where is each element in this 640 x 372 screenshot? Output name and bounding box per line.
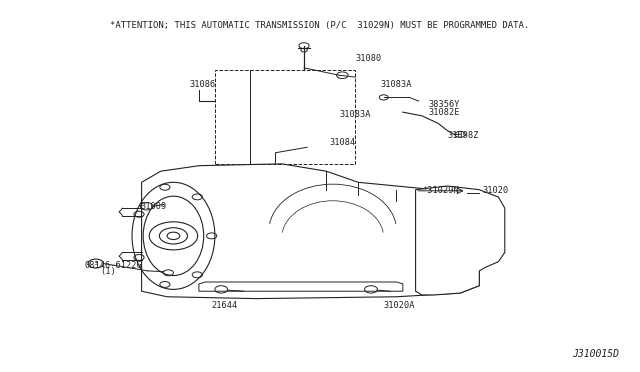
Polygon shape — [415, 186, 505, 295]
Text: 31098Z: 31098Z — [447, 131, 479, 140]
Text: (1): (1) — [100, 267, 116, 276]
Text: J310015D: J310015D — [573, 349, 620, 359]
Polygon shape — [141, 164, 479, 299]
Text: 31082E: 31082E — [428, 108, 460, 117]
Text: 31084: 31084 — [330, 138, 356, 147]
Text: 31020: 31020 — [483, 186, 509, 195]
Text: 38356Y: 38356Y — [428, 100, 460, 109]
Polygon shape — [199, 282, 403, 291]
Text: 21644: 21644 — [212, 301, 238, 311]
Text: 31009: 31009 — [140, 202, 166, 211]
Text: 08146-6122G: 08146-6122G — [84, 261, 142, 270]
Text: *ATTENTION; THIS AUTOMATIC TRANSMISSION (P/C  31029N) MUST BE PROGRAMMED DATA.: *ATTENTION; THIS AUTOMATIC TRANSMISSION … — [110, 21, 530, 30]
Text: 31080: 31080 — [355, 54, 381, 63]
Text: 31083A: 31083A — [381, 80, 412, 89]
Text: 31083A: 31083A — [339, 109, 371, 119]
Text: *31029N: *31029N — [422, 186, 459, 195]
Text: 31020A: 31020A — [384, 301, 415, 311]
Text: 31086: 31086 — [189, 80, 216, 89]
Text: 3: 3 — [93, 261, 98, 266]
